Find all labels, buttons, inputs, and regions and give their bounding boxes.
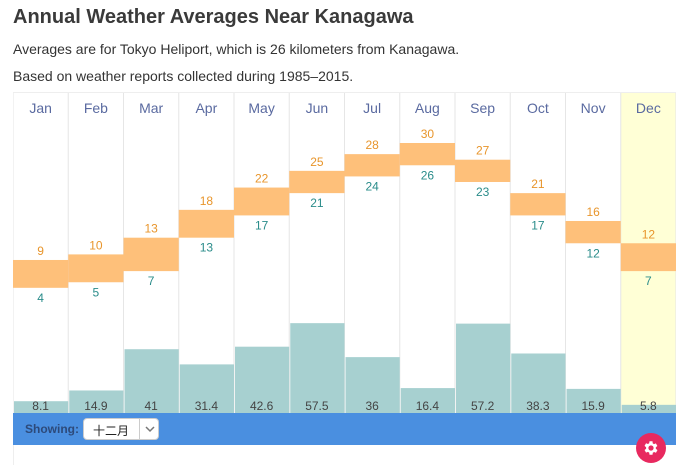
precip-label: 14.9 — [84, 399, 108, 413]
precip-bar — [14, 401, 69, 414]
low-temp-label: 7 — [148, 274, 155, 288]
month-label: Jun — [306, 100, 329, 116]
weather-chart: Jan 8.1 9 4 Feb 14.9 10 5 Mar 41 13 7 Apr 31.4 18 13 May… — [13, 92, 676, 414]
month-label: Aug — [415, 100, 440, 116]
subtitle-station: Averages are for Tokyo Heliport, which i… — [13, 41, 460, 57]
precip-bar — [566, 388, 621, 414]
month-label: Sep — [470, 100, 495, 116]
temp-range-bar — [565, 220, 621, 244]
precip-label: 8.1 — [32, 399, 49, 413]
precip-label: 15.9 — [581, 399, 605, 413]
precip-bar — [400, 388, 455, 414]
showing-label: Showing: — [25, 422, 79, 436]
month-label: Nov — [581, 100, 606, 116]
precip-bar — [69, 390, 124, 414]
temp-range-bar — [68, 254, 124, 283]
month-label: Jul — [363, 100, 381, 116]
high-temp-label: 13 — [144, 222, 158, 236]
low-temp-label: 26 — [421, 168, 435, 182]
month-select-value: 十二月 — [93, 424, 130, 438]
high-temp-label: 18 — [200, 194, 214, 208]
precip-bar — [179, 364, 234, 414]
high-temp-label: 12 — [642, 227, 656, 241]
precip-label: 16.4 — [416, 399, 440, 413]
low-temp-label: 12 — [586, 246, 600, 260]
low-temp-label: 21 — [310, 196, 324, 210]
month-label: May — [248, 100, 274, 116]
chart-svg: Jan 8.1 9 4 Feb 14.9 10 5 Mar 41 13 7 Apr 31.4 18 13 May… — [13, 93, 676, 414]
low-temp-label: 7 — [645, 274, 652, 288]
precip-label: 31.4 — [195, 399, 219, 413]
subtitle-period: Based on weather reports collected durin… — [13, 68, 354, 84]
controls-bar: Showing: 十二月 — [13, 413, 676, 445]
low-temp-label: 17 — [531, 218, 545, 232]
month-select[interactable]: 十二月 — [83, 418, 159, 440]
low-temp-label: 5 — [93, 285, 100, 299]
high-temp-label: 22 — [255, 172, 269, 186]
precip-bar — [124, 349, 179, 414]
low-temp-label: 4 — [37, 291, 44, 305]
precip-bar — [621, 404, 676, 414]
high-temp-label: 21 — [531, 177, 545, 191]
high-temp-label: 30 — [421, 127, 435, 141]
temp-range-bar — [178, 209, 234, 238]
precip-label: 5.8 — [640, 399, 657, 413]
page-title: Annual Weather Averages Near Kanagawa — [13, 6, 414, 28]
high-temp-label: 9 — [37, 244, 44, 258]
month-label: Jan — [29, 100, 52, 116]
precip-bar — [456, 323, 511, 414]
temp-range-bar — [620, 243, 676, 272]
precip-bar — [345, 357, 400, 414]
temp-range-bar — [455, 159, 511, 182]
month-label: Feb — [84, 100, 108, 116]
content-below — [13, 445, 677, 465]
settings-button[interactable] — [636, 433, 666, 463]
gear-icon — [644, 441, 658, 455]
precip-bar — [290, 323, 345, 414]
low-temp-label: 24 — [365, 179, 379, 193]
month-label: Oct — [527, 100, 549, 116]
low-temp-label: 17 — [255, 218, 269, 232]
month-label: Dec — [636, 100, 661, 116]
month-label: Apr — [195, 100, 217, 116]
precip-label: 42.6 — [250, 399, 274, 413]
select-divider — [139, 419, 140, 439]
high-temp-label: 16 — [586, 205, 600, 219]
month-label: Mar — [139, 100, 163, 116]
temp-range-bar — [289, 170, 345, 194]
temp-range-bar — [123, 237, 179, 272]
precip-label: 36 — [365, 399, 379, 413]
precip-label: 57.5 — [305, 399, 329, 413]
temp-range-bar — [399, 143, 455, 166]
temp-range-bar — [510, 193, 566, 216]
precip-bar — [235, 346, 290, 414]
temp-range-bar — [234, 187, 290, 216]
temp-range-bar — [13, 259, 69, 288]
high-temp-label: 10 — [89, 238, 103, 252]
precip-label: 41 — [144, 399, 158, 413]
low-temp-label: 23 — [476, 185, 490, 199]
precip-label: 57.2 — [471, 399, 495, 413]
high-temp-label: 28 — [365, 138, 379, 152]
precip-label: 38.3 — [526, 399, 550, 413]
chevron-down-icon[interactable] — [144, 422, 156, 436]
low-temp-label: 13 — [200, 241, 214, 255]
high-temp-label: 27 — [476, 144, 490, 158]
precip-bar — [511, 353, 566, 414]
temp-range-bar — [344, 154, 400, 177]
high-temp-label: 25 — [310, 155, 324, 169]
